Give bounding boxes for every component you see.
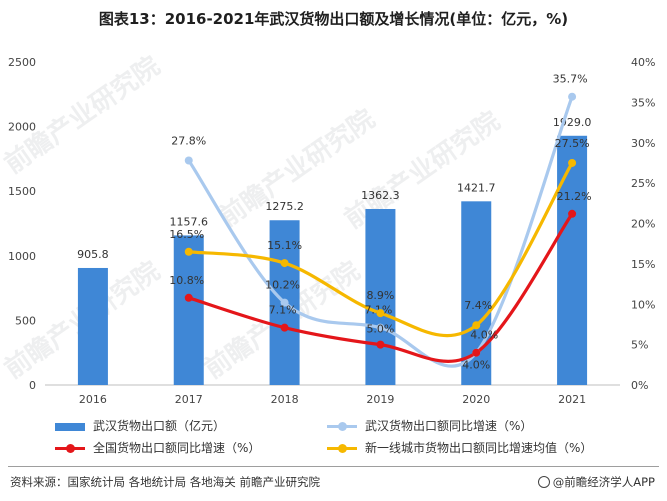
data-point-tier1-growth	[184, 247, 193, 256]
x-tick-label: 2017	[175, 393, 203, 406]
data-point-wuhan-growth	[376, 323, 385, 332]
y-right-tick-label: 25%	[631, 177, 655, 190]
bar	[365, 208, 396, 385]
brand-credit: @前瞻经济学人APP	[537, 474, 655, 490]
bar	[173, 235, 204, 385]
bar-value-label: 1275.2	[265, 200, 304, 213]
data-point-national-growth	[280, 323, 289, 332]
bar-value-label: 1362.3	[361, 189, 400, 202]
data-label-tier1-growth: 7.4%	[464, 299, 492, 312]
data-label-tier1-growth: 8.9%	[366, 289, 394, 302]
legend-key-line	[55, 443, 85, 453]
data-label-tier1-growth: 27.5%	[555, 137, 590, 150]
data-point-tier1-growth	[472, 321, 481, 330]
legend-item-wuhan-export: 武汉货物出口额（亿元）	[55, 417, 225, 434]
bar-value-label: 1421.7	[457, 181, 496, 194]
y-left-tick-label: 1000	[8, 250, 36, 263]
bar-value-label: 1157.6	[170, 215, 209, 228]
footer-divider	[8, 466, 659, 467]
data-label-national-growth: 7.1%	[269, 304, 297, 317]
data-label-national-growth: 5.0%	[366, 323, 394, 336]
x-tick-label: 2021	[558, 393, 586, 406]
y-right-tick-label: 15%	[631, 258, 655, 271]
y-right-tick-label: 10%	[631, 298, 655, 311]
x-tick-label: 2018	[271, 393, 299, 406]
bar	[77, 267, 108, 385]
data-point-wuhan-growth	[568, 92, 577, 101]
bar-value-label: 1929.0	[553, 116, 592, 129]
data-point-tier1-growth	[568, 158, 577, 167]
data-label-national-growth: 21.2%	[557, 190, 592, 203]
brand-logo-icon	[537, 476, 550, 488]
data-label-national-growth: 4.0%	[462, 359, 490, 372]
y-left-tick-label: 0	[29, 379, 36, 392]
y-left-tick-label: 500	[15, 314, 36, 327]
series-line-tier1-growth	[188, 162, 574, 338]
legend-label: 武汉货物出口额同比增速（%）	[365, 419, 533, 433]
legend-item-wuhan-growth: 武汉货物出口额同比增速（%）	[327, 417, 532, 434]
data-label-tier1-growth: 15.1%	[267, 239, 302, 252]
data-point-national-growth	[184, 293, 193, 302]
data-label-wuhan-growth: 10.2%	[265, 279, 300, 292]
data-point-wuhan-growth	[280, 298, 289, 307]
data-label-wuhan-growth: 27.8%	[171, 135, 206, 148]
legend-key-bar	[55, 422, 85, 431]
y-right-tick-label: 5%	[631, 339, 648, 352]
data-label-national-growth: 10.8%	[169, 274, 204, 287]
legend-label: 全国货物出口额同比增速（%）	[93, 441, 261, 455]
x-tick-label: 2016	[79, 393, 107, 406]
y-right-tick-label: 20%	[631, 218, 655, 231]
bar	[557, 135, 588, 385]
y-left-tick-label: 2000	[8, 121, 36, 134]
x-tick-label: 2020	[462, 393, 490, 406]
source-note: 资料来源：国家统计局 各地统计局 各地海关 前瞻产业研究院	[10, 475, 320, 489]
y-right-tick-label: 30%	[631, 137, 655, 150]
legend-item-tier1-growth: 新一线城市货物出口额同比增速均值（%）	[327, 439, 592, 456]
y-right-tick-label: 35%	[631, 96, 655, 109]
y-right-tick-label: 40%	[631, 56, 655, 69]
y-left-tick-label: 2500	[8, 56, 36, 69]
y-right-tick-label: 0%	[631, 379, 648, 392]
legend-key-line	[327, 443, 357, 453]
series-line-national-growth	[188, 212, 574, 363]
data-point-tier1-growth	[280, 259, 289, 268]
legend-label: 武汉货物出口额（亿元）	[93, 419, 226, 433]
legend-key-line	[327, 421, 357, 431]
chart-title: 图表13：2016-2021年武汉货物出口额及增长情况(单位：亿元，%)	[98, 10, 569, 28]
data-point-tier1-growth	[376, 309, 385, 318]
data-label-tier1-growth: 16.5%	[169, 228, 204, 241]
data-label-wuhan-growth: 4.0%	[470, 329, 498, 342]
series-line-wuhan-growth	[187, 96, 574, 368]
data-point-national-growth	[472, 348, 481, 357]
brand-text: @前瞻经济学人APP	[552, 475, 655, 489]
legend-item-national-growth: 全国货物出口额同比增速（%）	[55, 439, 260, 456]
data-point-national-growth	[376, 340, 385, 349]
bar-value-label: 905.8	[77, 248, 109, 261]
data-point-national-growth	[568, 209, 577, 218]
data-label-wuhan-growth: 35.7%	[553, 73, 588, 86]
data-point-wuhan-growth	[184, 156, 193, 165]
legend-label: 新一线城市货物出口额同比增速均值（%）	[365, 441, 593, 455]
y-left-tick-label: 1500	[8, 185, 36, 198]
x-tick-label: 2019	[366, 393, 394, 406]
